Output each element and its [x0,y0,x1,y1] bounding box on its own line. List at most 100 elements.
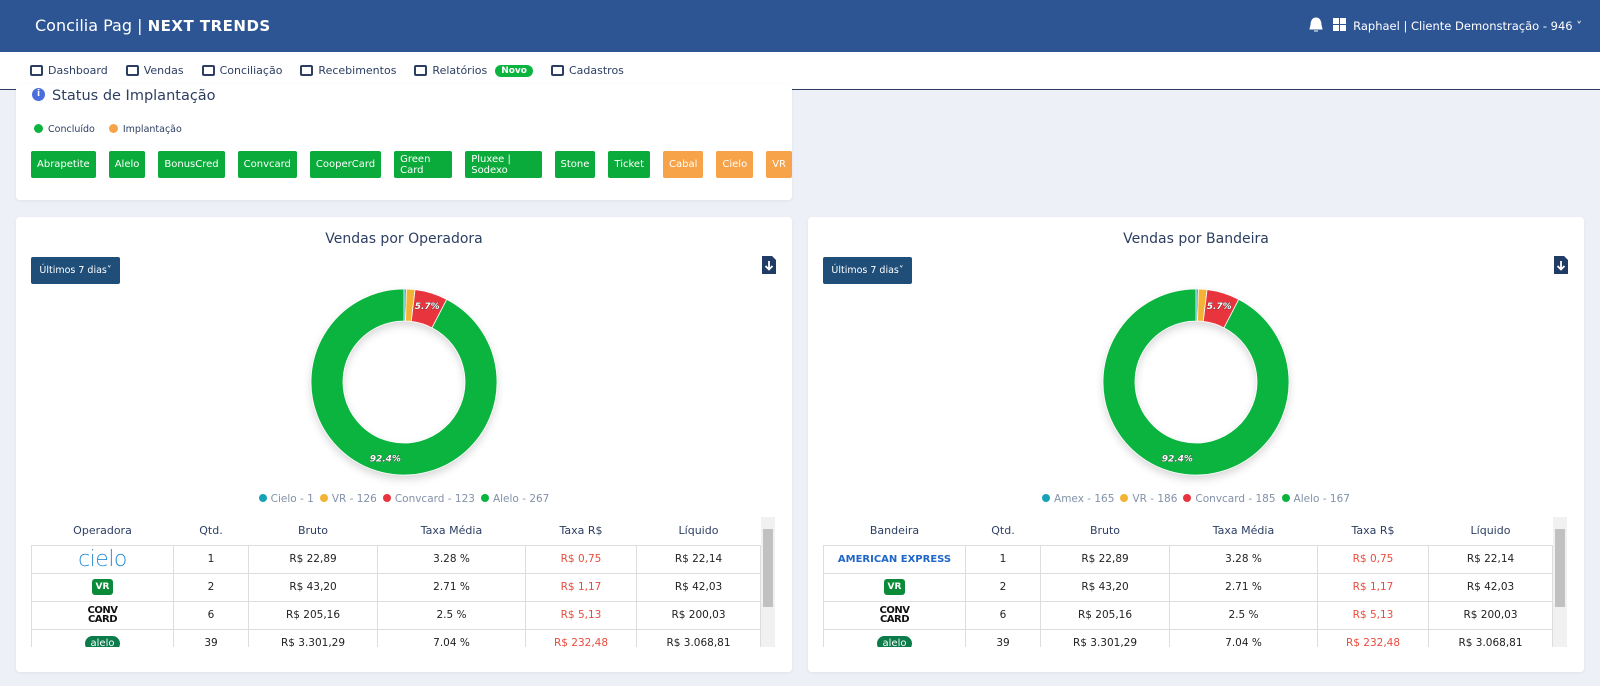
table-row: cielo 1 R$ 22,89 3.28 % R$ 0,75 R$ 22,14 [31,544,761,574]
status-done[interactable]: Abrapetite [31,151,96,178]
column-header: Bruto [297,524,329,538]
table-cell: 1 [173,544,249,574]
nav-icon[interactable] [125,65,139,76]
nav-item[interactable]: Cadastros [550,64,624,77]
brand-logo: CONV CARD [87,604,118,625]
nav-icon[interactable] [414,65,428,76]
donut-chart: 5.7% 92.4% [310,288,498,476]
bell-icon[interactable] [1309,17,1323,32]
nav-item[interactable]: Vendas [125,64,184,77]
legend-item[interactable]: Cielo - 1 [259,493,314,505]
brand-logo: VR [91,579,114,595]
scroll-thumb[interactable] [1555,529,1565,607]
table-cell: R$ 232,48 [525,628,637,647]
column-header: Bruto [1089,524,1121,538]
nav-item[interactable]: Conciliação [201,64,283,77]
legend-item[interactable]: Convcard - 123 [383,493,475,505]
table-cell: R$ 3.068,81 [1428,628,1553,647]
filter-label[interactable]: Últimos 7 dias [831,265,899,276]
nav-item[interactable]: Relatórios Novo [414,64,533,77]
status-pending[interactable]: Cielo [716,151,754,178]
nav-label[interactable]: Dashboard [48,64,108,77]
table-header: Operadora Qtd. Bruto Taxa Média Taxa R$ Líqui… [32,517,761,545]
period-filter[interactable]: Últimos 7 dias ˅ [823,257,912,284]
status-done[interactable]: Pluxee | Sodexo [465,151,542,178]
status-done[interactable]: Stone [554,151,596,178]
legend-pending: Implantação [109,124,182,135]
table-cell: R$ 1,17 [525,572,637,602]
table-cell: R$ 22,89 [1040,544,1170,574]
legend-item[interactable]: VR - 126 [320,493,377,505]
legend-item[interactable]: Alelo - 267 [481,493,549,505]
table-cell: 2.71 % [1169,572,1318,602]
status-pending[interactable]: VR [766,151,792,178]
nav-icon[interactable] [30,65,43,76]
download-arrow[interactable] [1556,261,1566,271]
legend-item[interactable]: Convcard - 185 [1183,493,1275,505]
filter-label[interactable]: Últimos 7 dias [39,265,107,276]
partner: NEXT TRENDS [147,17,271,35]
nav-label[interactable]: Conciliação [219,64,283,77]
table-cell: 2.5 % [1169,600,1318,630]
table-cell: R$ 5,13 [525,600,637,630]
scrollbar[interactable] [1553,517,1567,647]
column-header: Líquido [678,524,719,538]
nav-bar: Dashboard Vendas Conciliação Recebimentos Re… [0,52,1600,90]
user-name[interactable]: Raphael | Cliente Demonstração - 946 [1353,19,1573,33]
table-header: Bandeira Qtd. Bruto Taxa Média Taxa R$ Líquid… [824,517,1553,545]
legend-item[interactable]: Alelo - 167 [1282,493,1350,505]
info-icon: i [32,88,45,101]
nav-label[interactable]: Relatórios [432,64,488,77]
table-cell: 39 [965,628,1041,647]
brand: Concilia Pag | NEXT TRENDS [35,16,271,35]
table-cell: 6 [965,600,1041,630]
status-done[interactable]: CooperCard [309,151,382,178]
status-pending[interactable]: Cabal [663,151,704,178]
brand-logo: alelo [84,635,121,647]
table-cell: R$ 205,16 [248,600,378,630]
nav-item[interactable]: Dashboard [30,64,108,77]
status-done[interactable]: BonusCred [158,151,225,178]
table-cell: 2 [965,572,1041,602]
table-cell: alelo [31,628,174,647]
table-row: alelo 39 R$ 3.301,29 7.04 % R$ 232,48 R$ 3.06… [31,628,761,647]
table-cell: R$ 1,17 [1317,572,1429,602]
download-icon[interactable] [761,255,777,275]
nav-item[interactable]: Recebimentos [300,64,396,77]
nav-label[interactable]: Vendas [143,64,184,77]
status-done[interactable]: Ticket [608,151,651,178]
legend-item[interactable]: Amex - 165 [1042,493,1114,505]
table-cell: R$ 3.301,29 [1040,628,1170,647]
header-icons[interactable] [1308,16,1348,36]
download-arrow[interactable] [764,261,774,271]
table-row: AMERICAN EXPRESS 1 R$ 22,89 3.28 % R$ 0,75 R$… [823,544,1553,574]
nav-label[interactable]: Recebimentos [318,64,397,77]
nav-icon[interactable] [550,65,564,76]
status-card: i Status de Implantação Concluído Implan… [16,84,792,200]
donut-slice [310,288,498,476]
table-cell: 3.28 % [1169,544,1318,574]
user-menu[interactable]: Raphael | Cliente Demonstração - 946 ˅ [1353,19,1582,33]
period-filter[interactable]: Últimos 7 dias ˅ [31,257,120,284]
table-cell: AMERICAN EXPRESS [823,544,966,574]
scrollbar[interactable] [761,517,775,647]
brand-logo: VR [883,579,906,595]
table-cell: 39 [173,628,249,647]
status-legend: Concluído Implantação [34,124,182,135]
table-row: VR 2 R$ 43,20 2.71 % R$ 1,17 R$ 42,03 [31,572,761,602]
legend-item[interactable]: VR - 186 [1120,493,1177,505]
nav-label[interactable]: Cadastros [568,64,624,77]
table-cell: R$ 232,48 [1317,628,1429,647]
nav-badge[interactable]: Novo [495,64,533,77]
scroll-thumb[interactable] [763,529,773,607]
table-cell: R$ 43,20 [1040,572,1170,602]
status-done[interactable]: Green Card [394,151,453,178]
download-icon[interactable] [1553,255,1569,275]
table-cell: R$ 205,16 [1040,600,1170,630]
panel-title: Vendas por Bandeira [1123,231,1269,247]
brand-logo: cielo [78,546,127,572]
status-done[interactable]: Alelo [108,151,146,178]
nav-icon[interactable] [201,65,215,76]
status-done[interactable]: Convcard [237,151,297,178]
nav-icon[interactable] [300,65,314,76]
